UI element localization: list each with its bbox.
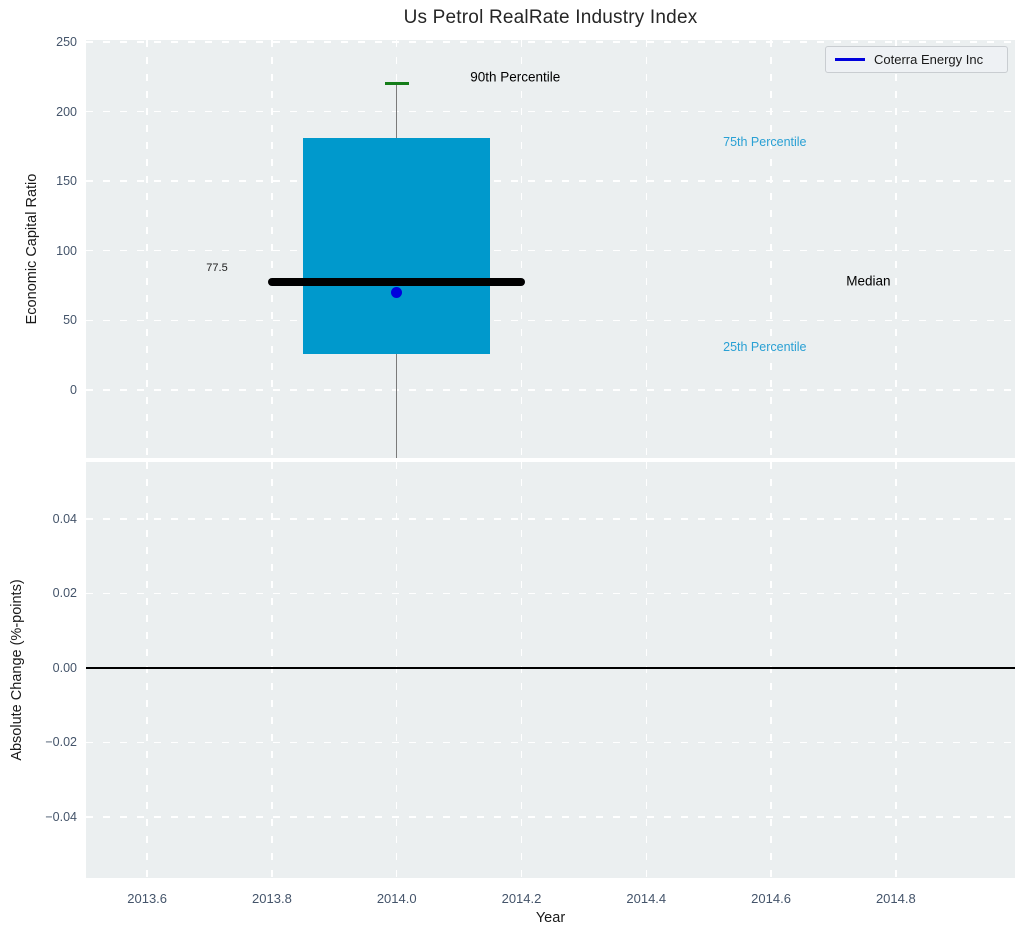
x-gridline: [895, 40, 897, 458]
annotation-25th-percentile: 25th Percentile: [723, 339, 807, 354]
y-gridline: [86, 592, 1015, 595]
x-axis-label: Year: [535, 910, 566, 926]
x-tick-label: 2014.2: [501, 891, 542, 906]
legend-label: Coterra Energy Inc: [874, 52, 984, 67]
x-tick-label: 2014.6: [751, 891, 791, 906]
x-gridline: [645, 40, 647, 458]
zero-line: [86, 667, 1015, 669]
y-gridline: [86, 741, 1015, 744]
y-gridline: [86, 110, 1015, 113]
y-tick-label: 250: [56, 34, 77, 49]
x-gridline: [520, 40, 523, 458]
x-tick-label: 2013.8: [252, 891, 292, 906]
top-subplot: 90th Percentile 75th Percentile 77.5 Median…: [86, 40, 1015, 458]
x-gridline: [396, 462, 398, 878]
x-tick-label: 2014.0: [376, 891, 417, 906]
x-gridline: [770, 462, 772, 878]
y-tick-label: 0.02: [52, 586, 77, 601]
y-gridline: [86, 250, 1015, 252]
y-tick-label: 200: [56, 104, 77, 119]
x-gridline: [271, 40, 273, 458]
legend-line-icon: [835, 58, 865, 61]
y-gridline: [86, 180, 1015, 182]
median-line: [267, 277, 526, 287]
y-gridline: [86, 816, 1015, 818]
x-gridline: [645, 462, 647, 878]
bottom-subplot: [86, 462, 1015, 878]
y-gridline: [86, 518, 1015, 520]
x-gridline: [146, 462, 148, 878]
y-tick-label: −0.04: [45, 809, 77, 824]
x-tick-label: 2014.4: [626, 891, 667, 906]
y-tick-label: 0.04: [52, 511, 77, 526]
x-gridline: [271, 462, 273, 878]
legend[interactable]: Coterra Energy Inc: [825, 46, 1008, 73]
x-gridline: [146, 40, 148, 458]
y-tick-label: 0: [70, 382, 77, 397]
y-gridline: [86, 41, 1015, 43]
y-tick-label: 50: [63, 313, 77, 328]
iqr-box: [303, 137, 491, 354]
whisker-cap-90th: [384, 82, 409, 85]
annotation-median: Median: [846, 273, 891, 289]
x-tick-label: 2013.6: [127, 891, 168, 906]
y-tick-label: 100: [56, 243, 77, 258]
chart-title: Us Petrol RealRate Industry Index: [403, 7, 698, 28]
y-tick-label: 0.00: [52, 660, 77, 675]
x-gridline: [770, 40, 772, 458]
annotation-77-5: 77.5: [206, 262, 228, 275]
company-point: [391, 286, 403, 298]
y-tick-label: 150: [56, 174, 77, 189]
annotation-75th-percentile: 75th Percentile: [723, 135, 807, 150]
y-gridline: [86, 319, 1015, 322]
annotation-90th-percentile: 90th Percentile: [470, 69, 561, 85]
y-gridline: [86, 389, 1015, 391]
x-gridline: [895, 462, 897, 878]
x-gridline: [520, 462, 523, 878]
y-tick-label: −0.02: [45, 735, 77, 750]
x-tick-label: 2014.8: [875, 891, 916, 906]
